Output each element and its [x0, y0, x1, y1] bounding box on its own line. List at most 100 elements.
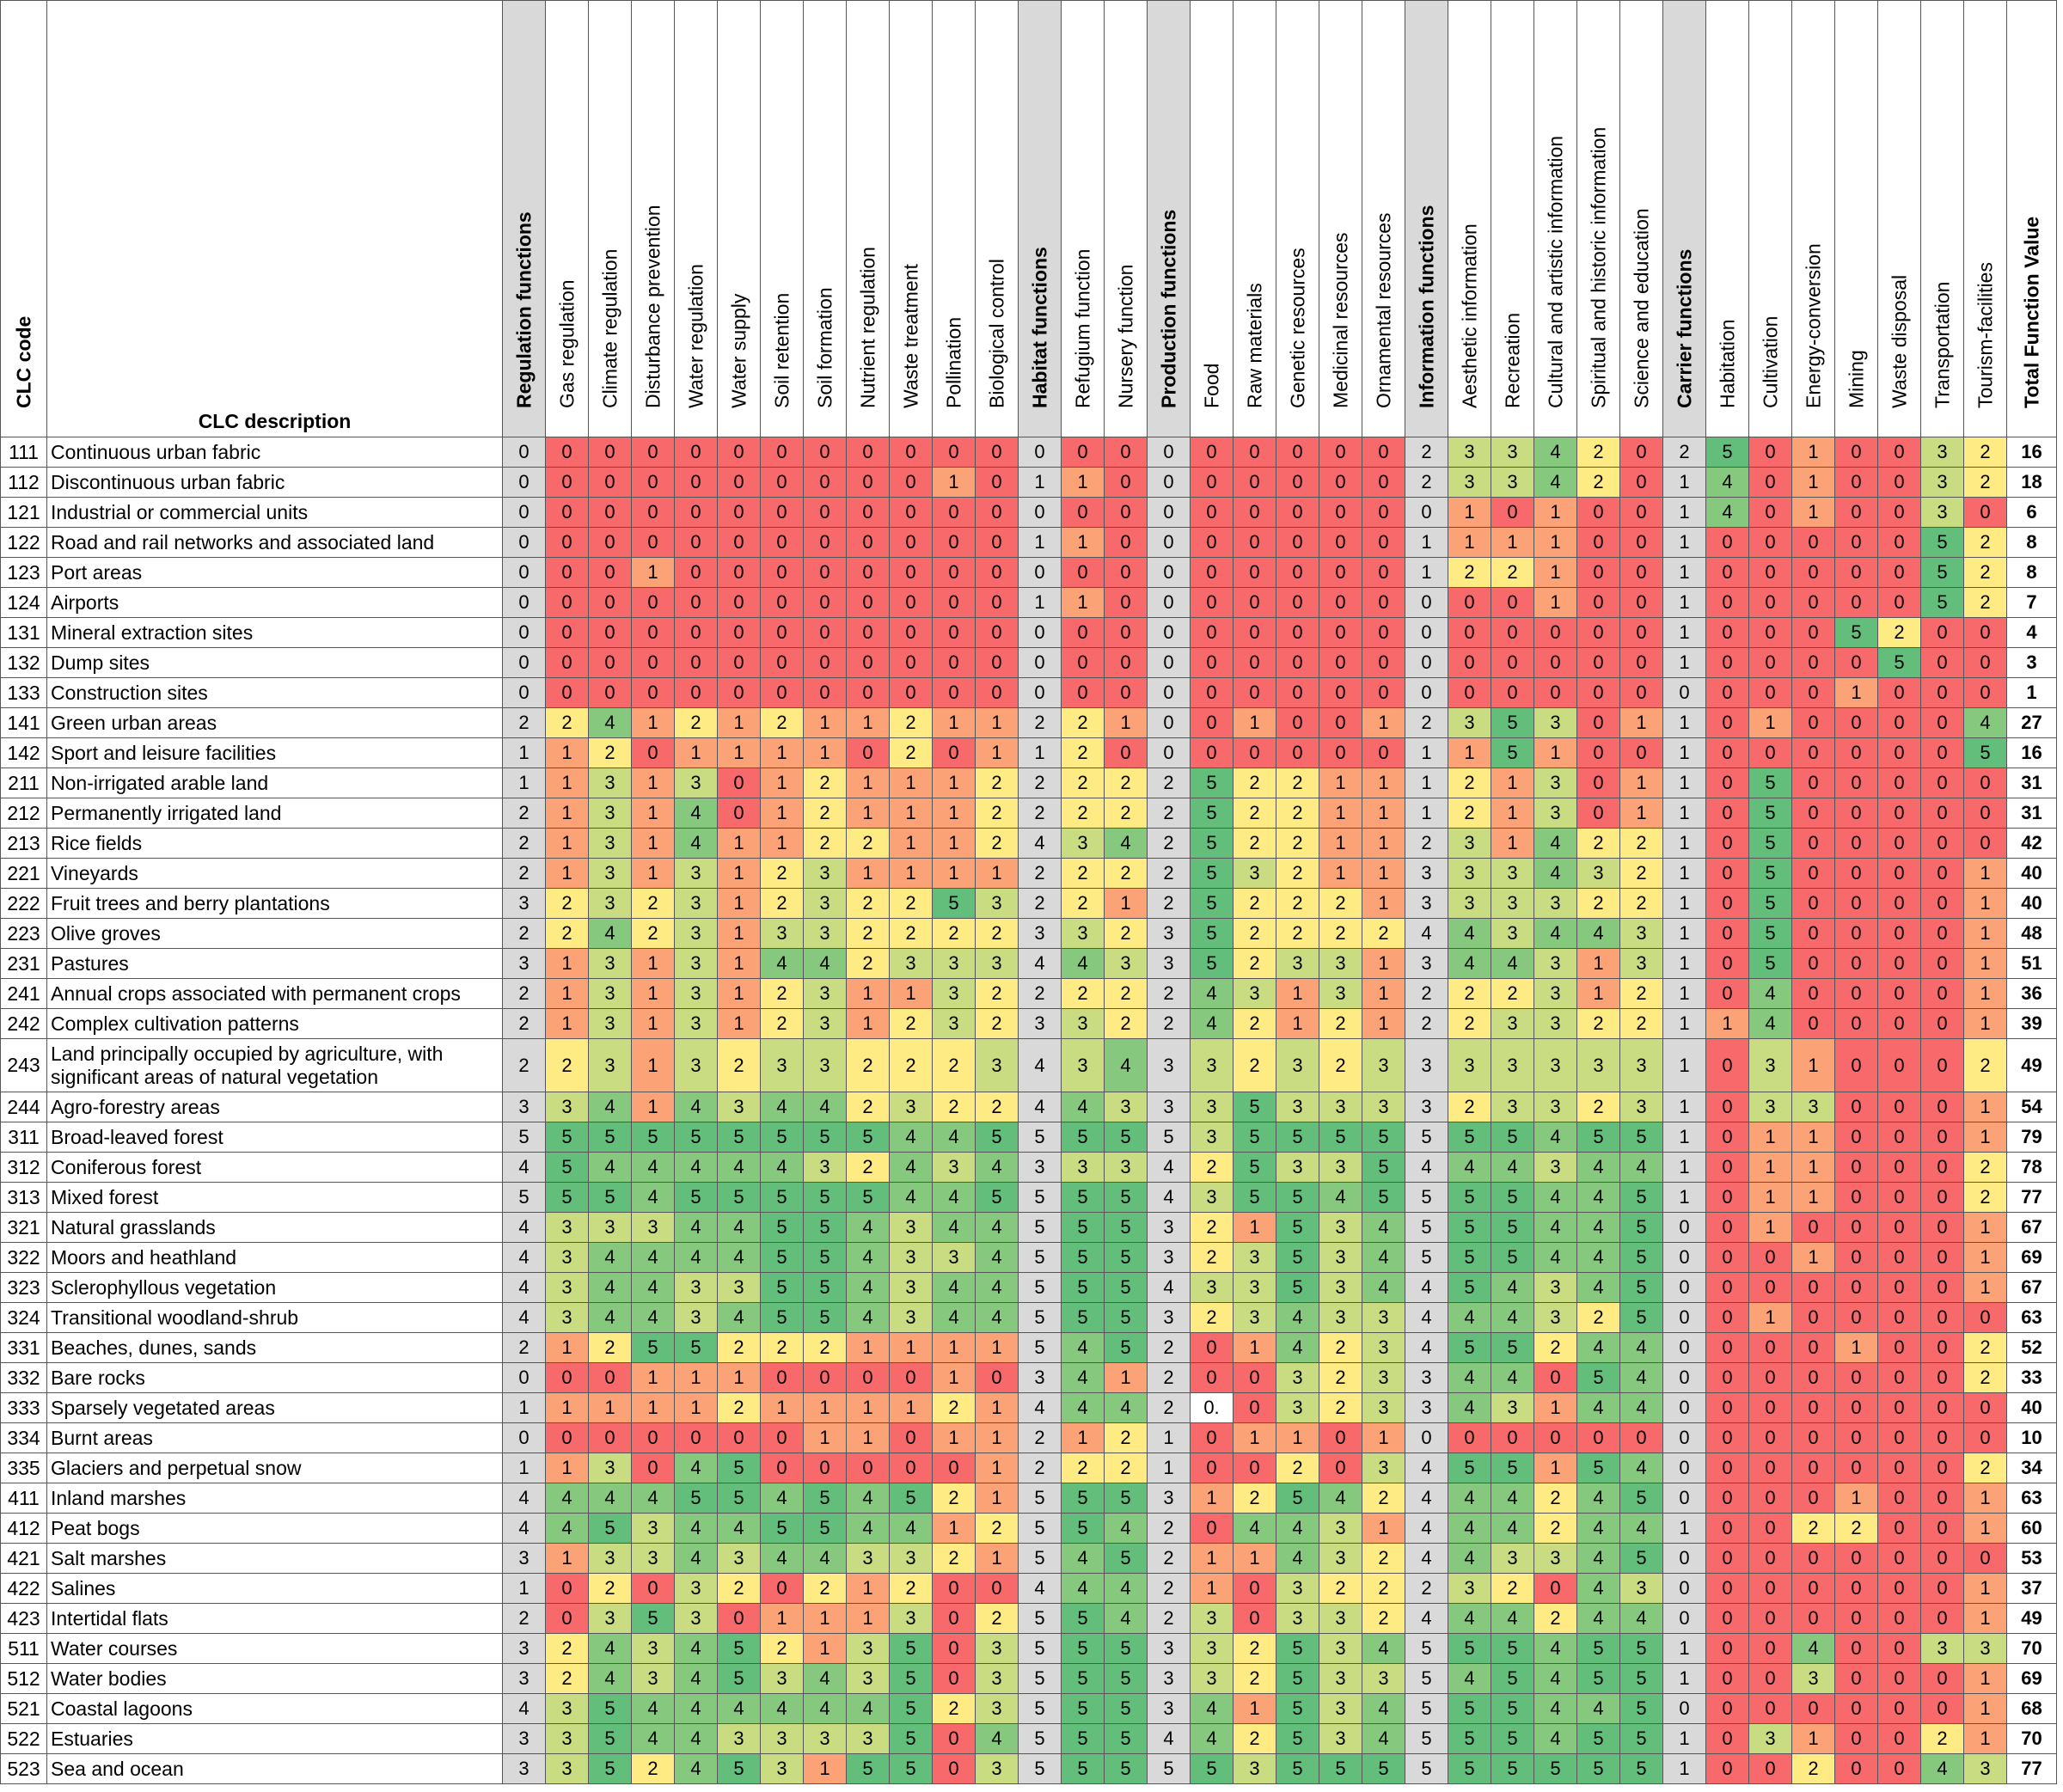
group-value-cell: 4: [1018, 1092, 1062, 1122]
function-value-cell: 0: [1190, 677, 1234, 708]
function-value-cell: 4: [717, 1513, 761, 1544]
function-value-cell: 0: [1233, 1603, 1276, 1634]
function-value-cell: 1: [1233, 1212, 1276, 1243]
clc-code-cell: 412: [0, 1513, 47, 1544]
total-value-cell: 53: [2006, 1543, 2057, 1574]
group-value-cell: 4: [502, 1513, 546, 1544]
function-value-cell: 2: [1319, 918, 1362, 949]
clc-code-cell: 422: [0, 1573, 47, 1604]
function-value-cell: 0: [631, 1453, 675, 1483]
header-label: Nutrient regulation: [856, 247, 878, 408]
function-value-cell: 3: [1619, 1573, 1663, 1604]
function-value-cell: 4: [1104, 1573, 1148, 1604]
function-value-cell: 1: [975, 858, 1019, 889]
table-row: 213 Rice fields 2 1 3 1 4 1 1 2 2 1 1 2 4 3 4 2 5 2 2 1 1 2 3 1 4 2…: [0, 828, 2057, 859]
group-value-cell: 3: [1018, 1362, 1062, 1393]
group-value-cell: 1: [1405, 798, 1448, 829]
function-value-cell: 1: [846, 1008, 890, 1039]
function-value-cell: 1: [1963, 1513, 2007, 1544]
clc-code-cell: 523: [0, 1753, 47, 1784]
function-value-cell: 0: [1791, 948, 1835, 979]
table-row: 112 Discontinuous urban fabric 0 0 0 0 0 0 0 0 0 0 1…: [0, 467, 2057, 498]
function-value-cell: 3: [1362, 1392, 1405, 1423]
function-value-cell: 0: [674, 437, 718, 468]
group-value-cell: 4: [1147, 1182, 1191, 1213]
function-value-cell: 3: [1491, 1008, 1534, 1039]
function-value-cell: 0: [1705, 587, 1749, 618]
function-value-cell: 5: [1491, 1663, 1534, 1694]
function-value-cell: 0: [1619, 467, 1663, 498]
function-value-cell: 0: [1576, 527, 1620, 558]
function-value-cell: 5: [1233, 1092, 1276, 1122]
group-value-cell: 1: [1662, 737, 1706, 768]
function-value-cell: 5: [1104, 1302, 1148, 1333]
group-value-cell: 2: [1405, 978, 1448, 1009]
function-value-cell: 0: [1705, 1392, 1749, 1423]
function-value-cell: 3: [1233, 858, 1276, 889]
table-row: 221 Vineyards 2 1 3 1 3 1 2 3 1 1 1 1 2 2 2 2 5 3 2 1 1 3 3 3 4 3 2 1…: [0, 858, 2057, 889]
function-value-cell: 0: [1619, 497, 1663, 528]
function-value-cell: 3: [1319, 1693, 1362, 1724]
group-value-cell: 2: [1405, 437, 1448, 468]
function-value-cell: 1: [717, 1362, 761, 1393]
function-value-cell: 0: [1791, 737, 1835, 768]
function-value-cell: 4: [717, 1302, 761, 1333]
function-value-cell: 0: [1877, 828, 1921, 859]
function-value-cell: 4: [588, 1092, 632, 1122]
function-value-cell: 0: [1576, 617, 1620, 648]
function-value-cell: 3: [1319, 1272, 1362, 1303]
function-value-cell: 3: [1319, 978, 1362, 1009]
function-value-cell: 1: [717, 858, 761, 889]
function-value-cell: 4: [889, 1122, 933, 1153]
function-value-cell: 0: [1877, 557, 1921, 588]
function-value-cell: 4: [631, 1242, 675, 1273]
function-value-cell: 2: [1233, 768, 1276, 798]
table-row: 142 Sport and leisure facilities 1 1 2 0 1 1 1 1 0…: [0, 737, 2057, 768]
function-value-cell: 2: [1491, 557, 1534, 588]
function-value-cell: 1: [1233, 707, 1276, 738]
function-value-cell: 4: [1104, 828, 1148, 859]
function-value-cell: 3: [1963, 1633, 2007, 1664]
function-value-cell: 1: [1619, 798, 1663, 829]
function-value-cell: 0: [1190, 587, 1234, 618]
function-value-cell: 0: [545, 497, 589, 528]
function-value-cell: 0: [1791, 1302, 1835, 1333]
function-value-cell: 5: [674, 1122, 718, 1153]
header-label: Cultural and artistic information: [1544, 135, 1566, 408]
group-value-cell: 4: [502, 1152, 546, 1183]
table-row: 212 Permanently irrigated land 2 1 3 1 4 0 1 2 1 1 1…: [0, 798, 2057, 829]
header-raw-materials: Raw materials: [1233, 0, 1276, 437]
function-value-cell: 5: [1705, 437, 1749, 468]
function-value-cell: 4: [1619, 1362, 1663, 1393]
group-value-cell: 4: [1405, 1272, 1448, 1303]
function-value-cell: 1: [1362, 858, 1405, 889]
function-value-cell: 3: [1491, 1092, 1534, 1122]
group-value-cell: 5: [1018, 1663, 1062, 1694]
function-value-cell: 2: [1533, 1603, 1577, 1634]
clc-description-cell: Complex cultivation patterns: [46, 1008, 503, 1039]
function-value-cell: 2: [1491, 978, 1534, 1009]
clc-description-cell: Agro-forestry areas: [46, 1092, 503, 1122]
group-value-cell: 1: [1662, 467, 1706, 498]
function-value-cell: 4: [1963, 707, 2007, 738]
function-value-cell: 5: [1061, 1753, 1105, 1784]
function-value-cell: 5: [1748, 768, 1792, 798]
group-value-cell: 5: [1405, 1122, 1448, 1153]
clc-description-cell: Industrial or commercial units: [46, 497, 503, 528]
function-value-cell: 0: [674, 647, 718, 678]
header-row: CLC code CLC description Regulation functi…: [0, 0, 2057, 437]
function-value-cell: 0: [1920, 1603, 1964, 1634]
header-label: Medicinal resources: [1329, 232, 1351, 408]
group-value-cell: 3: [1405, 1092, 1448, 1122]
function-value-cell: 0: [1834, 1573, 1878, 1604]
function-value-cell: 4: [1576, 1483, 1620, 1514]
function-value-cell: 5: [1448, 1723, 1491, 1754]
function-value-cell: 0: [932, 737, 976, 768]
function-value-cell: 0: [1276, 467, 1319, 498]
function-value-cell: 3: [1491, 1392, 1534, 1423]
function-value-cell: 2: [1104, 798, 1148, 829]
function-value-cell: 1: [1963, 1242, 2007, 1273]
table-row: 512 Water bodies 3 2 4 3 4 5 3 4 3 5 0 3 5 5 5 3 3 2 5 3 3 5 4 5 4…: [0, 1663, 2057, 1694]
function-value-cell: 0: [1233, 437, 1276, 468]
group-value-cell: 1: [1662, 527, 1706, 558]
